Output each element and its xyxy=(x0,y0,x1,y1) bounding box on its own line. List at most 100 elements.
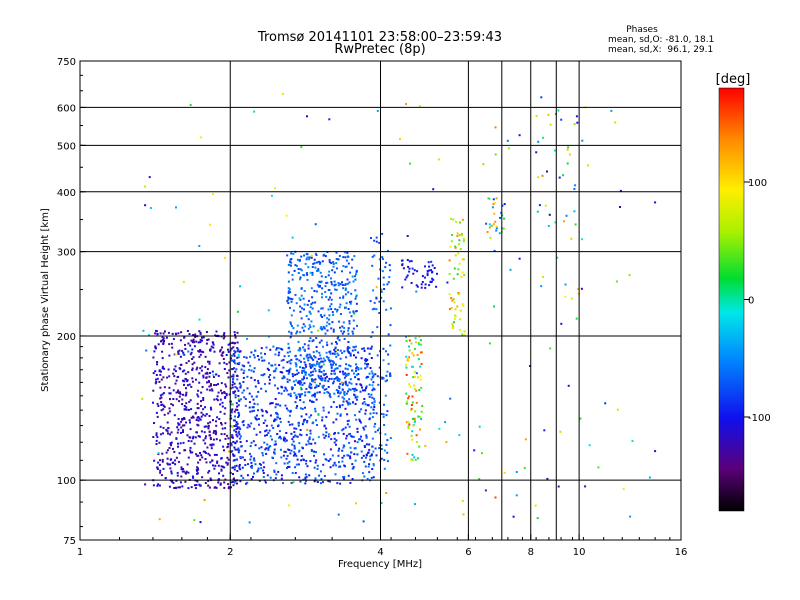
echo-point xyxy=(311,374,314,376)
echo-point xyxy=(236,482,238,485)
echo-point xyxy=(192,476,195,479)
echo-point xyxy=(293,444,296,447)
echo-point xyxy=(343,391,346,394)
echo-point xyxy=(558,176,561,179)
echo-point xyxy=(378,366,381,369)
echo-point xyxy=(170,441,173,444)
echo-point xyxy=(365,436,368,439)
echo-point xyxy=(343,454,346,457)
echo-point xyxy=(413,417,416,420)
echo-point xyxy=(266,443,269,446)
echo-point xyxy=(327,386,330,388)
echo-point xyxy=(169,463,171,466)
echo-point xyxy=(289,297,292,300)
echo-point xyxy=(354,275,356,278)
echo-point xyxy=(316,261,318,264)
echo-point xyxy=(288,460,291,463)
echo-point xyxy=(453,301,456,304)
echo-point xyxy=(182,379,184,382)
echo-point xyxy=(287,290,290,293)
echo-point xyxy=(224,397,227,399)
echo-point xyxy=(342,432,345,435)
echo-point xyxy=(380,444,383,447)
echo-point xyxy=(360,450,363,453)
y-tick-label: 200 xyxy=(57,332,76,343)
echo-point xyxy=(372,381,375,384)
echo-point xyxy=(286,448,289,451)
echo-point xyxy=(204,355,207,358)
echo-point xyxy=(208,430,211,433)
echo-point xyxy=(350,315,353,318)
echo-point xyxy=(424,286,427,289)
echo-point xyxy=(294,373,297,376)
echo-point xyxy=(324,373,327,375)
echo-point xyxy=(288,465,291,468)
echo-point xyxy=(177,418,180,420)
echo-point xyxy=(332,421,335,424)
echo-point xyxy=(304,477,307,480)
echo-point xyxy=(290,386,293,389)
echo-point xyxy=(371,384,374,387)
echo-point xyxy=(450,306,453,309)
echo-point xyxy=(382,413,385,416)
echo-point xyxy=(217,374,220,377)
echo-point xyxy=(154,332,157,335)
echo-point xyxy=(454,315,457,318)
echo-point xyxy=(355,310,358,313)
echo-point xyxy=(345,373,348,376)
echo-point xyxy=(282,482,284,485)
x-tick-label: 4 xyxy=(377,547,383,558)
echo-point xyxy=(238,414,240,417)
x-axis-label: Frequency [MHz] xyxy=(338,559,422,570)
echo-point xyxy=(238,400,241,402)
echo-point xyxy=(177,445,179,448)
echo-point xyxy=(417,342,420,344)
echo-point xyxy=(309,355,312,358)
echo-point xyxy=(272,345,275,348)
echo-point xyxy=(156,415,159,418)
echo-point xyxy=(336,310,338,313)
echo-point xyxy=(362,454,365,457)
echo-point xyxy=(401,286,404,289)
echo-point xyxy=(180,431,182,434)
echo-point xyxy=(207,338,210,341)
echo-point xyxy=(223,332,226,335)
echo-point xyxy=(228,369,231,372)
echo-point xyxy=(347,327,350,330)
echo-point xyxy=(405,421,408,424)
echo-point xyxy=(451,327,454,329)
echo-point xyxy=(288,414,291,417)
echo-point xyxy=(272,370,275,373)
echo-point xyxy=(262,422,265,424)
echo-point xyxy=(279,435,282,438)
echo-point xyxy=(236,422,239,425)
echo-point xyxy=(284,450,287,453)
echo-point xyxy=(290,261,293,264)
echo-point xyxy=(269,348,272,351)
echo-point xyxy=(238,361,241,364)
echo-point xyxy=(347,373,350,376)
echo-point xyxy=(273,452,276,455)
echo-point xyxy=(459,221,462,224)
echo-point xyxy=(309,326,312,329)
echo-point xyxy=(250,376,253,379)
echo-point xyxy=(191,368,194,371)
echo-point xyxy=(358,438,360,441)
echo-point xyxy=(332,464,335,467)
echo-point xyxy=(188,419,191,422)
echo-point xyxy=(249,458,252,461)
echo-point xyxy=(233,382,236,385)
echo-point xyxy=(192,334,195,336)
echo-point xyxy=(372,464,375,467)
echo-point xyxy=(237,416,240,418)
echo-point xyxy=(543,429,546,432)
echo-point xyxy=(348,320,351,323)
echo-point xyxy=(316,391,319,394)
echo-point xyxy=(302,401,305,404)
echo-point xyxy=(315,419,317,422)
echo-point xyxy=(290,314,293,317)
echo-point xyxy=(346,278,349,281)
echo-point xyxy=(344,289,347,291)
echo-point xyxy=(291,278,294,281)
echo-point xyxy=(349,481,352,484)
